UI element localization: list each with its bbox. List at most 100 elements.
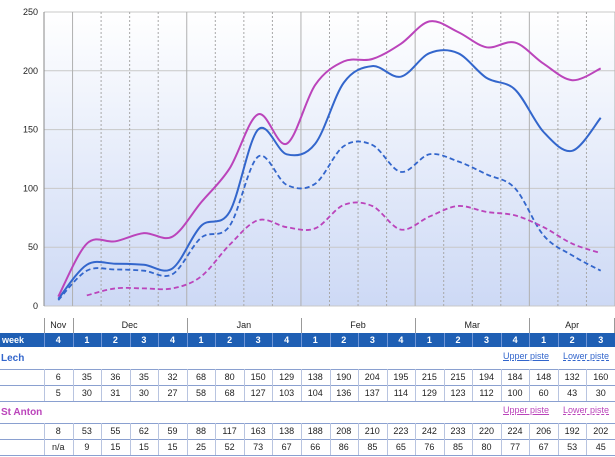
- week-divider: [529, 333, 531, 347]
- cell-divider: [300, 369, 302, 385]
- table-cell: 30: [138, 388, 149, 398]
- table-cell: 67: [281, 442, 292, 452]
- table-cell: 224: [507, 426, 523, 436]
- table-cell: 223: [393, 426, 409, 436]
- row-divider: [0, 369, 615, 370]
- cell-divider: [386, 423, 388, 439]
- month-label: Feb: [350, 320, 366, 330]
- week-divider: [44, 333, 45, 347]
- cell-divider: [101, 439, 103, 455]
- cell-divider: [415, 369, 417, 385]
- month-divider: [186, 318, 188, 333]
- table-cell: 150: [250, 372, 266, 382]
- table-cell: 220: [479, 426, 495, 436]
- month-label: Nov: [50, 320, 67, 330]
- cell-divider: [472, 439, 474, 455]
- cell-divider: [443, 385, 445, 401]
- y-axis: 0 50 100 150 200 250: [23, 7, 45, 311]
- week-divider: [186, 333, 188, 347]
- table-cell: 137: [364, 388, 380, 398]
- table-cell: 190: [336, 372, 352, 382]
- week-number: 4: [55, 335, 61, 345]
- cell-divider: [329, 385, 331, 401]
- y-tick-label: 0: [33, 301, 38, 311]
- table-cell: 32: [167, 372, 178, 382]
- cell-divider: [44, 369, 45, 385]
- table-cell: 80: [224, 372, 235, 382]
- table-cell: 103: [279, 388, 295, 398]
- table-cell: 123: [450, 388, 466, 398]
- cell-divider: [358, 369, 360, 385]
- week-number: 3: [255, 335, 261, 345]
- cell-divider: [500, 369, 502, 385]
- month-divider: [44, 318, 45, 333]
- cell-divider: [272, 439, 274, 455]
- cell-divider: [586, 439, 588, 455]
- cell-divider: [386, 439, 388, 455]
- table-cell: 62: [138, 426, 149, 436]
- row-divider: [0, 455, 615, 456]
- series-lines: [57, 20, 602, 301]
- table-cell: 9: [84, 442, 90, 452]
- cell-divider: [443, 439, 445, 455]
- table-cell: 160: [593, 372, 609, 382]
- cell-divider: [129, 385, 131, 401]
- table-cell: 30: [81, 388, 92, 398]
- table-cell: 112: [479, 388, 494, 398]
- cell-divider: [358, 385, 360, 401]
- cell-divider: [101, 369, 103, 385]
- week-number: 2: [569, 335, 575, 345]
- st-anton-lower-piste-row: n/a 9 15 15 15 25 52 73 67 66 86 85 65 76 85 80 77 67 53 45: [0, 439, 615, 455]
- week-divider: [500, 333, 502, 347]
- week-divider: [586, 333, 588, 347]
- week-divider: [472, 333, 474, 347]
- table-cell: 15: [110, 442, 121, 452]
- cell-divider: [44, 423, 45, 439]
- cell-divider: [358, 439, 360, 455]
- table-cell: 15: [138, 442, 149, 452]
- y-tick-label: 250: [23, 7, 38, 17]
- cell-divider: [300, 423, 302, 439]
- table-cell: 65: [395, 442, 406, 452]
- cell-divider: [129, 423, 131, 439]
- month-label: Mar: [464, 320, 480, 330]
- week-number: 3: [369, 335, 375, 345]
- lech-lower-piste-legend: Lower piste: [563, 351, 610, 361]
- week-number: 1: [198, 335, 204, 345]
- table-cell: 100: [507, 388, 523, 398]
- cell-divider: [472, 385, 474, 401]
- cell-divider: [129, 369, 131, 385]
- week-divider: [243, 333, 245, 347]
- week-number: 3: [598, 335, 604, 345]
- table-cell: 58: [196, 388, 207, 398]
- table-cell: 138: [279, 426, 295, 436]
- week-number: 1: [312, 335, 318, 345]
- row-divider: [0, 439, 615, 440]
- cell-divider: [586, 385, 588, 401]
- cell-divider: [415, 385, 417, 401]
- cell-divider: [215, 439, 217, 455]
- table-cell: 59: [167, 426, 178, 436]
- cell-divider: [272, 385, 274, 401]
- week-number: 2: [455, 335, 461, 345]
- table-cell: 138: [307, 372, 323, 382]
- y-tick-label: 150: [23, 125, 38, 135]
- cell-divider: [500, 439, 502, 455]
- cell-divider: [415, 439, 417, 455]
- table-cell: 68: [224, 388, 235, 398]
- cell-divider: [243, 423, 245, 439]
- st-anton-resort-label: St Anton: [1, 407, 43, 418]
- cell-divider: [72, 369, 74, 385]
- week-divider: [358, 333, 360, 347]
- table-cell: 80: [481, 442, 492, 452]
- table-cell: 53: [567, 442, 578, 452]
- week-number: 3: [484, 335, 490, 345]
- table-cell: 27: [167, 388, 178, 398]
- table-cell: 53: [81, 426, 92, 436]
- cell-divider: [586, 369, 588, 385]
- table-cell: 85: [452, 442, 463, 452]
- week-label: week: [2, 335, 25, 345]
- week-number: 2: [227, 335, 233, 345]
- week-divider: [72, 333, 74, 347]
- cell-divider: [500, 385, 502, 401]
